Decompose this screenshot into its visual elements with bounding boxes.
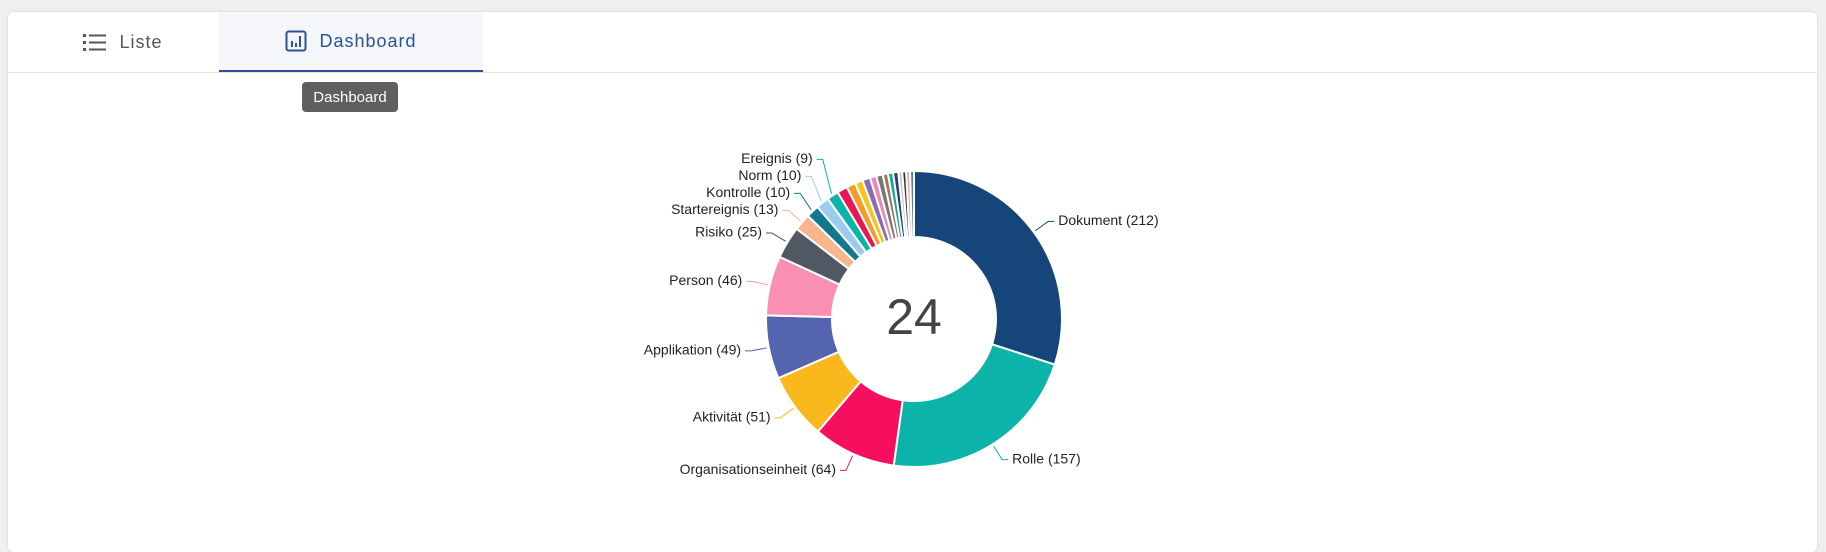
leader-line (993, 445, 1009, 461)
leader-line (816, 158, 833, 194)
leader-line (745, 347, 767, 352)
tab-liste[interactable]: Liste (48, 12, 198, 72)
leader-line (765, 232, 786, 242)
leader-line (774, 407, 794, 419)
slice-label: Organisationseinheit (64) (680, 461, 836, 477)
leader-line (794, 192, 812, 211)
center-value: 24 (886, 289, 942, 345)
list-icon (83, 34, 107, 51)
slice-label: Person (46) (669, 272, 742, 288)
chart: Dokument (212) Rolle (157) Organisationsei… (644, 150, 1159, 477)
slice-label: Startereignis (13) (671, 201, 778, 217)
tab-bar: Liste Dashboard (8, 12, 1817, 73)
tab-label: Liste (119, 31, 163, 52)
slice-label: Risiko (25) (695, 224, 762, 240)
slice-label: Kontrolle (10) (706, 184, 790, 200)
donut-slice (909, 169, 915, 239)
leader-line (805, 175, 822, 202)
dashboard-icon (285, 30, 307, 52)
tab-label: Dashboard (319, 30, 417, 51)
leader-line (1035, 220, 1055, 232)
leader-line (746, 280, 769, 286)
leader-line (839, 455, 853, 471)
tooltip: Dashboard (302, 82, 398, 112)
leader-line (782, 209, 801, 222)
card: Dokument (212) Rolle (157) Organisationsei… (8, 12, 1817, 552)
slice-label: Dokument (212) (1058, 212, 1158, 228)
donut-slice (892, 343, 1057, 468)
slice-label: Rolle (157) (1012, 450, 1080, 466)
slice-label: Norm (10) (738, 167, 801, 183)
slice-label: Applikation (49) (644, 342, 741, 358)
tab-dashboard[interactable]: Dashboard (219, 12, 483, 72)
slice-label: Aktivität (51) (693, 409, 771, 425)
donut-slice (913, 169, 1063, 366)
slice-label: Ereignis (9) (741, 150, 813, 166)
